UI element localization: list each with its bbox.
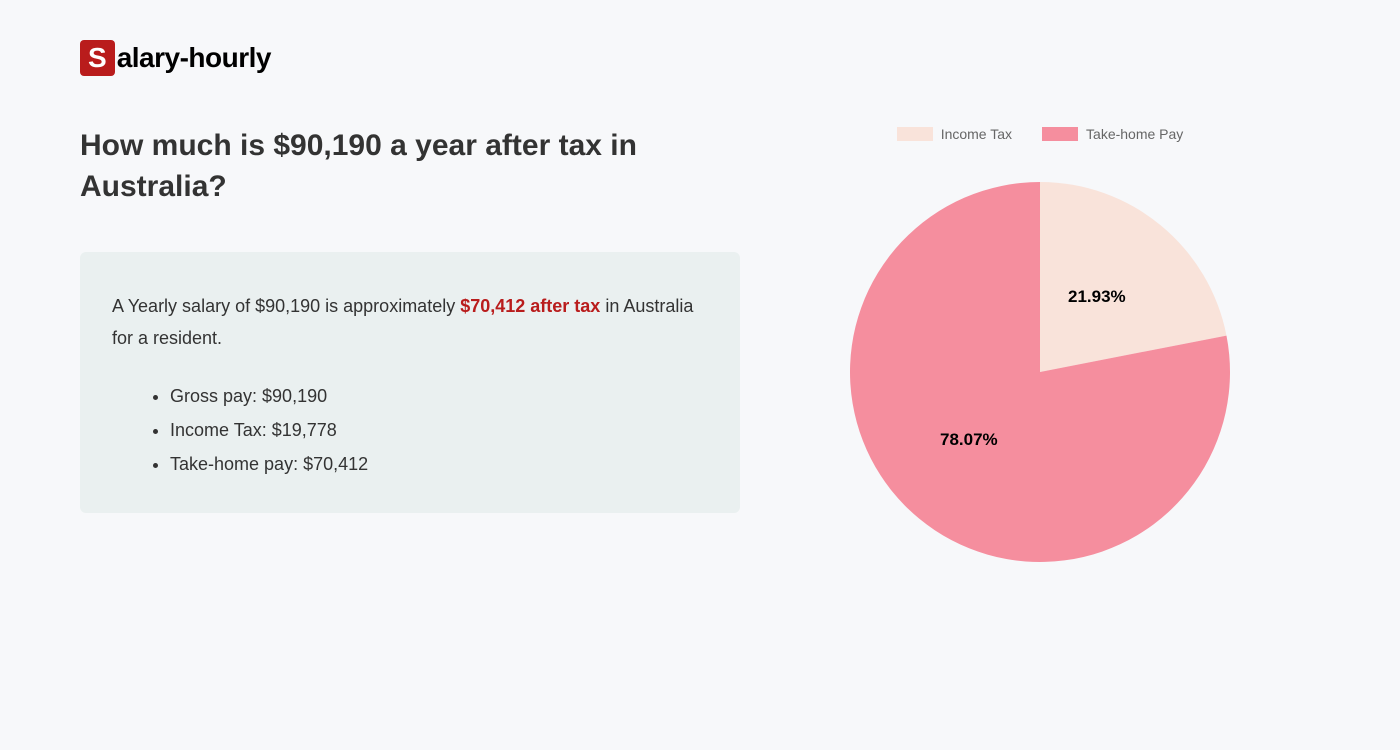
main-container: How much is $90,190 a year after tax in … xyxy=(80,126,1320,582)
list-item: Take-home pay: $70,412 xyxy=(170,447,708,481)
logo-text: alary-hourly xyxy=(117,42,271,74)
logo-letter: S xyxy=(80,40,115,76)
page-title: How much is $90,190 a year after tax in … xyxy=(80,126,740,207)
left-section: How much is $90,190 a year after tax in … xyxy=(80,126,740,582)
pie-chart: 21.93% 78.07% xyxy=(850,162,1230,582)
chart-legend: Income Tax Take-home Pay xyxy=(830,126,1250,142)
list-item: Gross pay: $90,190 xyxy=(170,379,708,413)
pie-svg xyxy=(850,162,1230,582)
legend-swatch xyxy=(1042,127,1078,141)
site-logo: S alary-hourly xyxy=(80,40,1320,76)
legend-label: Income Tax xyxy=(941,126,1012,142)
pie-label-take-home: 78.07% xyxy=(940,430,998,450)
right-section: Income Tax Take-home Pay 21.93% 78.07% xyxy=(830,126,1250,582)
breakdown-list: Gross pay: $90,190 Income Tax: $19,778 T… xyxy=(112,379,708,482)
legend-item-income-tax: Income Tax xyxy=(897,126,1012,142)
legend-label: Take-home Pay xyxy=(1086,126,1183,142)
pie-label-income-tax: 21.93% xyxy=(1068,287,1126,307)
info-box: A Yearly salary of $90,190 is approximat… xyxy=(80,252,740,513)
info-summary: A Yearly salary of $90,190 is approximat… xyxy=(112,290,708,355)
legend-item-take-home: Take-home Pay xyxy=(1042,126,1183,142)
summary-highlight: $70,412 after tax xyxy=(460,296,600,316)
legend-swatch xyxy=(897,127,933,141)
list-item: Income Tax: $19,778 xyxy=(170,413,708,447)
summary-prefix: A Yearly salary of $90,190 is approximat… xyxy=(112,296,460,316)
